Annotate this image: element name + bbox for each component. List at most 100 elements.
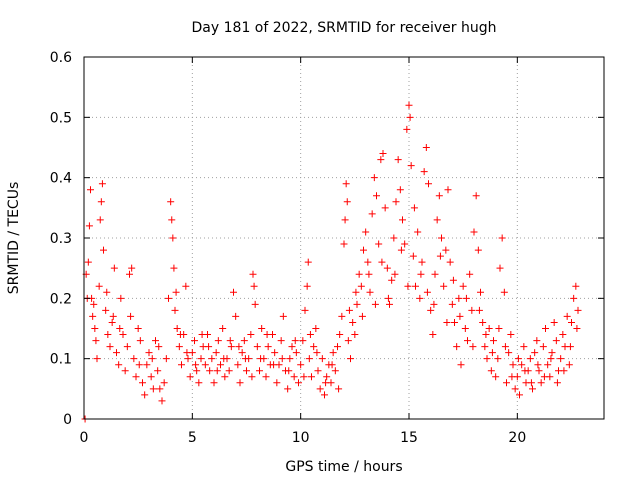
data-point bbox=[335, 385, 343, 393]
data-point bbox=[371, 300, 379, 308]
data-point bbox=[230, 288, 237, 296]
data-point bbox=[98, 180, 106, 188]
data-point bbox=[155, 343, 163, 351]
data-point bbox=[492, 373, 500, 381]
data-point bbox=[156, 385, 164, 393]
data-point bbox=[226, 337, 234, 345]
data-point bbox=[381, 204, 389, 212]
data-point bbox=[96, 216, 104, 224]
data-point bbox=[365, 270, 373, 278]
data-point bbox=[119, 331, 127, 339]
data-point bbox=[219, 325, 227, 332]
data-point bbox=[509, 361, 517, 369]
data-point bbox=[121, 367, 129, 375]
data-point bbox=[285, 367, 293, 375]
data-point bbox=[183, 349, 191, 357]
data-point bbox=[250, 282, 258, 290]
data-point bbox=[102, 306, 110, 314]
x-tick-label: 15 bbox=[400, 430, 418, 446]
data-point bbox=[435, 192, 443, 200]
data-point bbox=[427, 306, 435, 314]
data-point bbox=[116, 325, 124, 332]
data-point bbox=[212, 349, 220, 357]
data-point bbox=[479, 318, 487, 326]
data-point bbox=[243, 367, 250, 375]
data-point bbox=[251, 300, 259, 308]
data-point bbox=[573, 325, 581, 332]
data-point bbox=[550, 318, 558, 326]
data-point bbox=[508, 373, 516, 381]
data-point bbox=[136, 337, 144, 345]
data-point bbox=[87, 186, 94, 194]
data-point bbox=[394, 156, 402, 164]
data-point bbox=[331, 367, 339, 375]
data-point bbox=[323, 373, 331, 381]
data-point bbox=[232, 312, 240, 320]
data-point bbox=[552, 337, 560, 345]
data-point bbox=[518, 361, 526, 369]
data-point bbox=[220, 355, 228, 363]
data-point bbox=[490, 337, 497, 345]
data-point bbox=[295, 379, 302, 387]
data-point bbox=[278, 355, 286, 363]
data-point bbox=[446, 258, 454, 266]
data-point bbox=[322, 379, 330, 387]
data-point bbox=[132, 373, 140, 381]
data-point bbox=[314, 367, 322, 375]
data-point bbox=[453, 343, 461, 351]
data-point bbox=[353, 300, 361, 308]
data-point bbox=[106, 343, 114, 351]
data-point bbox=[409, 252, 417, 260]
data-point bbox=[377, 156, 385, 164]
data-point bbox=[485, 325, 493, 332]
data-point bbox=[358, 312, 366, 320]
data-point bbox=[570, 294, 578, 302]
data-point bbox=[90, 300, 98, 308]
data-point bbox=[500, 288, 508, 296]
data-point bbox=[208, 355, 216, 363]
data-point bbox=[205, 343, 213, 351]
data-point bbox=[197, 355, 205, 363]
data-point bbox=[464, 337, 471, 345]
data-point bbox=[201, 361, 209, 369]
data-point bbox=[85, 222, 93, 230]
data-point bbox=[392, 198, 400, 206]
data-point bbox=[487, 367, 495, 375]
data-point bbox=[347, 355, 354, 363]
data-point bbox=[329, 349, 337, 357]
x-axis-label: GPS time / hours bbox=[285, 459, 402, 475]
data-point bbox=[521, 367, 529, 375]
data-point bbox=[444, 186, 452, 194]
data-point bbox=[130, 355, 138, 363]
data-point bbox=[103, 288, 111, 296]
data-point bbox=[175, 343, 183, 351]
data-point bbox=[451, 318, 458, 326]
data-point bbox=[318, 355, 326, 363]
data-point bbox=[262, 373, 270, 381]
data-point bbox=[334, 343, 341, 351]
data-point bbox=[407, 162, 415, 170]
data-point bbox=[210, 379, 218, 387]
data-point bbox=[277, 337, 285, 345]
data-point bbox=[406, 113, 414, 121]
data-point bbox=[170, 264, 178, 272]
y-tick-label: 0.5 bbox=[50, 110, 72, 126]
data-point bbox=[93, 355, 101, 363]
data-point bbox=[378, 258, 386, 266]
chart-title: Day 181 of 2022, SRMTID for receiver hug… bbox=[192, 20, 497, 36]
data-point bbox=[128, 264, 136, 272]
y-tick-label: 0.4 bbox=[50, 171, 72, 187]
data-point bbox=[544, 361, 552, 369]
x-tick-label: 10 bbox=[292, 430, 310, 446]
data-point bbox=[477, 288, 484, 296]
data-point bbox=[192, 361, 200, 369]
data-point bbox=[147, 373, 155, 381]
data-point bbox=[97, 198, 105, 206]
data-point bbox=[540, 373, 548, 381]
data-point bbox=[247, 331, 255, 339]
data-point bbox=[286, 355, 294, 363]
data-point bbox=[488, 349, 496, 357]
y-tick-label: 0 bbox=[63, 412, 72, 428]
